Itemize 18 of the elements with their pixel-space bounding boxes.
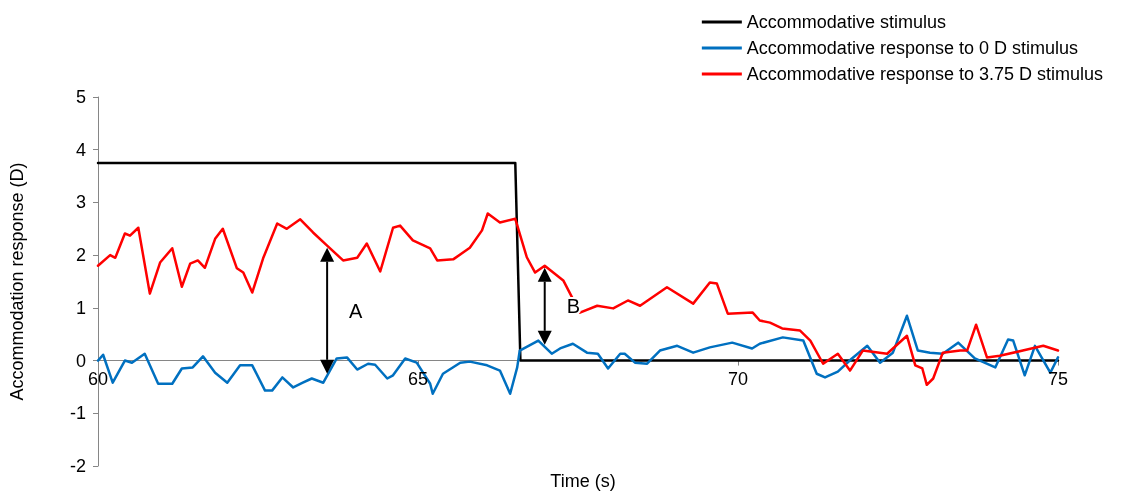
legend-label: Accommodative response to 3.75 D stimulus <box>746 64 1104 84</box>
x-tick-label: 60 <box>87 368 109 389</box>
x-tick-label: 70 <box>727 368 749 389</box>
y-tick-label: 0 <box>75 350 86 371</box>
y-tick-label: 3 <box>75 192 86 213</box>
legend-label: Accommodative stimulus <box>746 12 946 32</box>
y-tick-label: -2 <box>69 456 86 476</box>
x-axis-title: Time (s) <box>550 471 616 491</box>
x-tick-label: 65 <box>407 368 429 389</box>
y-tick-label: 2 <box>75 245 86 266</box>
y-tick-label: 5 <box>75 87 86 107</box>
y-tick-label: -1 <box>69 403 86 424</box>
legend-label: Accommodative response to 0 D stimulus <box>746 38 1078 58</box>
x-tick-label: 75 <box>1047 368 1069 389</box>
y-tick-label: 1 <box>75 297 86 318</box>
annotation: A <box>349 299 364 322</box>
y-axis-title: Accommodation response (D) <box>7 162 27 401</box>
y-tick-label: 4 <box>75 139 86 160</box>
